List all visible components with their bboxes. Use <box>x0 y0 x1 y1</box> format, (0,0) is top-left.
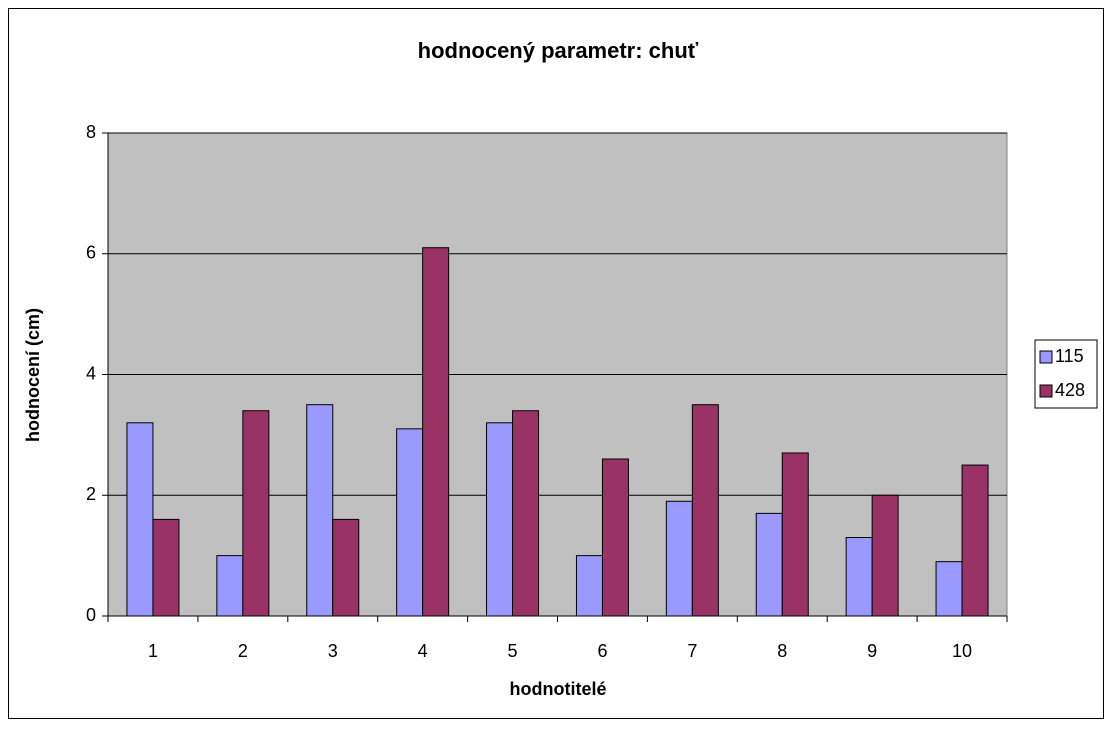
x-tick-label: 10 <box>952 641 972 661</box>
y-tick-label: 8 <box>86 122 96 142</box>
legend-label: 428 <box>1055 380 1085 400</box>
bar <box>152 518 180 617</box>
bar <box>691 404 719 617</box>
y-tick-label: 4 <box>86 363 96 383</box>
y-tick-label: 0 <box>86 605 96 625</box>
bar <box>871 494 899 617</box>
x-tick-label: 8 <box>777 641 787 661</box>
bar <box>126 422 154 617</box>
bar <box>306 404 334 617</box>
bar <box>216 555 244 617</box>
legend-swatch <box>1039 350 1053 364</box>
bar <box>332 518 360 617</box>
y-axis-label: hodnocení (cm) <box>23 308 43 442</box>
legend-swatch <box>1039 384 1053 398</box>
chart-title: hodnocený parametr: chuť <box>418 38 699 63</box>
x-tick-label: 6 <box>597 641 607 661</box>
x-tick-label: 3 <box>328 641 338 661</box>
bar <box>845 537 873 617</box>
bar <box>486 422 514 617</box>
x-axis-label: hodnotitelé <box>510 679 607 699</box>
bar <box>665 500 693 617</box>
x-tick-label: 1 <box>148 641 158 661</box>
x-tick-label: 9 <box>867 641 877 661</box>
bar <box>242 410 270 617</box>
bar <box>755 512 783 617</box>
bar <box>961 464 989 617</box>
x-tick-label: 4 <box>418 641 428 661</box>
bar <box>396 428 424 617</box>
bar <box>781 452 809 617</box>
x-tick-label: 2 <box>238 641 248 661</box>
bar <box>935 561 963 617</box>
y-tick-label: 6 <box>86 243 96 263</box>
legend-label: 115 <box>1055 346 1084 366</box>
bar <box>422 247 450 617</box>
bar <box>601 458 629 617</box>
bar <box>575 555 603 617</box>
x-tick-label: 7 <box>687 641 697 661</box>
bar <box>512 410 540 617</box>
y-tick-label: 2 <box>86 484 96 504</box>
x-tick-label: 5 <box>508 641 518 661</box>
